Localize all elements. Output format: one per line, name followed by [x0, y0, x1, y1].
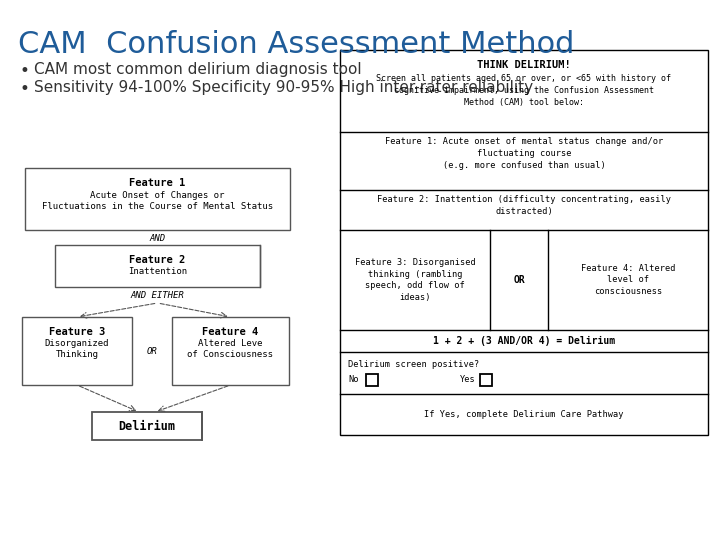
Bar: [55, 245, 260, 287]
Text: Feature 2: Feature 2: [130, 255, 186, 265]
Text: of Consciousness: of Consciousness: [187, 350, 274, 359]
Text: Sensitivity 94-100% Specificity 90-95% High inter-rater reliability: Sensitivity 94-100% Specificity 90-95% H…: [34, 80, 533, 95]
Bar: [172, 317, 289, 385]
Text: Feature 1: Acute onset of mental status change and/or
fluctuating course
(e.g. m: Feature 1: Acute onset of mental status …: [385, 137, 663, 170]
Text: AND EITHER: AND EITHER: [130, 291, 184, 300]
Text: Disorganized: Disorganized: [45, 339, 109, 348]
Text: Delirium: Delirium: [119, 420, 176, 433]
Text: Altered Leve: Altered Leve: [198, 339, 263, 348]
Bar: [366, 374, 378, 386]
Bar: [22, 317, 132, 385]
Text: Yes: Yes: [460, 375, 476, 384]
Text: •: •: [20, 80, 30, 98]
Text: Screen all patients aged 65 or over, or <65 with history of
cognitive impairment: Screen all patients aged 65 or over, or …: [377, 74, 672, 106]
Text: Fluctuations in the Course of Mental Status: Fluctuations in the Course of Mental Sta…: [42, 202, 273, 211]
Bar: [340, 50, 708, 435]
Text: Feature 1: Feature 1: [130, 178, 186, 188]
Text: OR: OR: [513, 275, 525, 285]
Bar: [92, 412, 202, 440]
Text: Feature 3: Feature 3: [49, 327, 105, 337]
Text: •: •: [20, 62, 30, 80]
Text: Feature 4: Feature 4: [202, 327, 258, 337]
Text: Delirium screen positive?: Delirium screen positive?: [348, 360, 480, 369]
Text: CAM  Confusion Assessment Method: CAM Confusion Assessment Method: [18, 30, 575, 59]
Text: 1 + 2 + (3 AND/OR 4) = Delirium: 1 + 2 + (3 AND/OR 4) = Delirium: [433, 336, 615, 346]
Text: Feature 3: Disorganised
thinking (rambling
speech, odd flow of
ideas): Feature 3: Disorganised thinking (rambli…: [355, 258, 475, 302]
Text: OR: OR: [147, 347, 158, 355]
Text: THINK DELIRIUM!: THINK DELIRIUM!: [477, 60, 571, 70]
Bar: [480, 374, 492, 386]
Bar: [25, 168, 290, 230]
Text: No: No: [348, 375, 359, 384]
Text: Thinking: Thinking: [55, 350, 99, 359]
Text: AND: AND: [150, 234, 166, 243]
Text: Acute Onset of Changes or: Acute Onset of Changes or: [90, 191, 225, 200]
Text: CAM most common delirium diagnosis tool: CAM most common delirium diagnosis tool: [34, 62, 361, 77]
Text: Inattention: Inattention: [128, 267, 187, 276]
Text: Feature 2: Inattention (difficulty concentrating, easily
distracted): Feature 2: Inattention (difficulty conce…: [377, 195, 671, 216]
Text: If Yes, complete Delirium Care Pathway: If Yes, complete Delirium Care Pathway: [424, 410, 624, 419]
Text: Feature 4: Altered
level of
consciousness: Feature 4: Altered level of consciousnes…: [581, 264, 675, 296]
